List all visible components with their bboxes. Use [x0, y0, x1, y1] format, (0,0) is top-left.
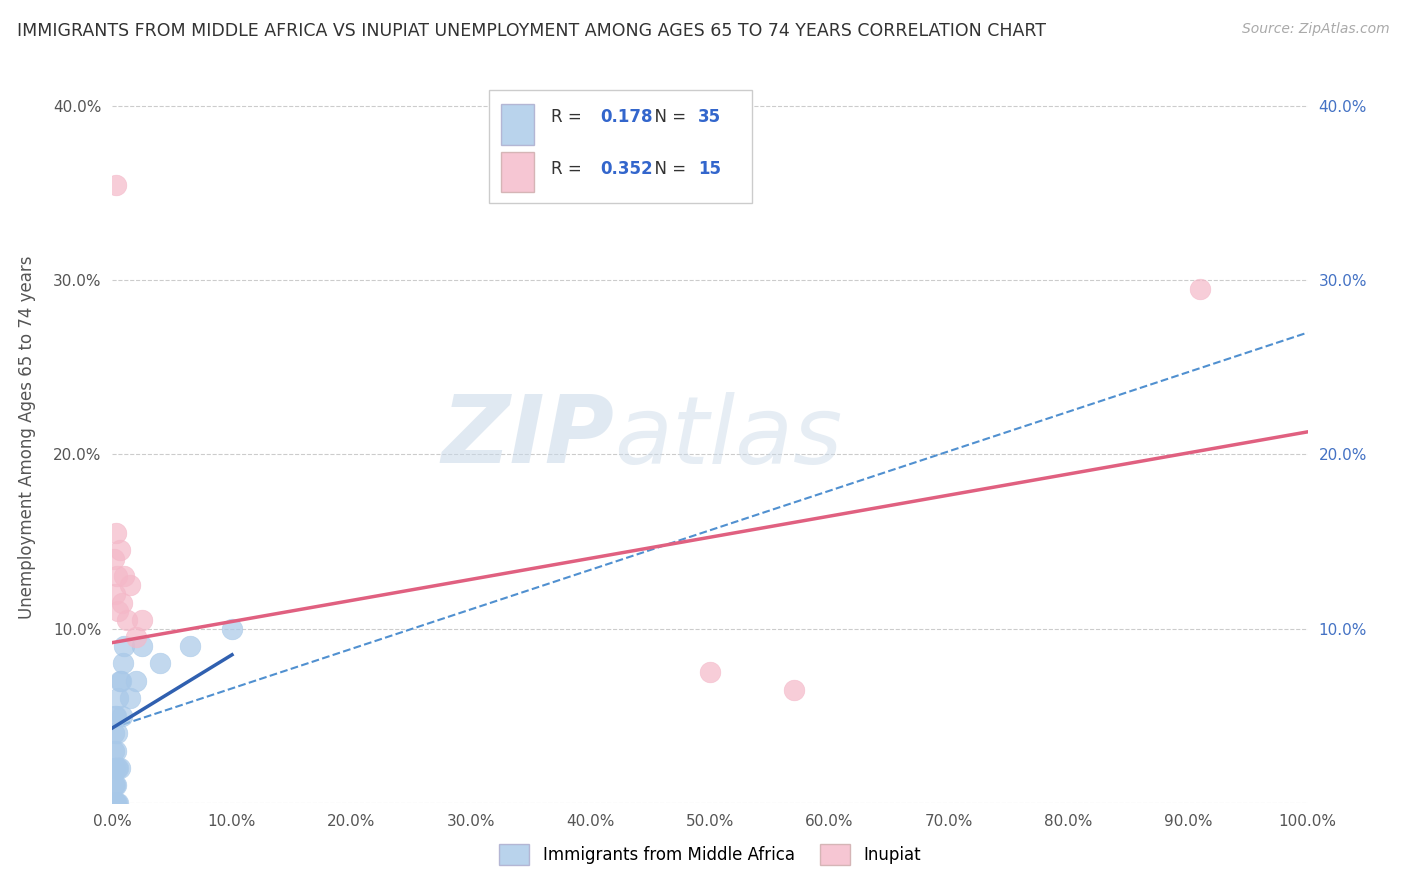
Point — [104, 708, 127, 723]
Point — [115, 613, 138, 627]
Point — [221, 622, 243, 636]
Point — [103, 726, 125, 740]
Point — [105, 726, 128, 740]
Point — [101, 796, 124, 810]
Point — [107, 691, 129, 706]
Text: R =: R = — [551, 160, 588, 178]
Point — [108, 761, 131, 775]
Point — [120, 578, 142, 592]
Point — [104, 778, 127, 792]
Text: N =: N = — [644, 160, 692, 178]
Point — [105, 178, 128, 192]
Text: atlas: atlas — [614, 392, 842, 483]
Point — [103, 743, 125, 757]
Text: 0.178: 0.178 — [600, 108, 652, 126]
Text: N =: N = — [644, 108, 692, 126]
Legend: Immigrants from Middle Africa, Inupiat: Immigrants from Middle Africa, Inupiat — [492, 838, 928, 871]
Point — [1189, 282, 1212, 296]
Point — [107, 761, 129, 775]
Point — [112, 657, 135, 671]
FancyBboxPatch shape — [501, 152, 534, 192]
Text: ZIP: ZIP — [441, 391, 614, 483]
Point — [103, 761, 125, 775]
Text: R =: R = — [551, 108, 588, 126]
Point — [105, 708, 128, 723]
Point — [105, 525, 128, 540]
Point — [120, 691, 142, 706]
Point — [103, 796, 125, 810]
Point — [131, 613, 153, 627]
Point — [114, 639, 135, 653]
Point — [125, 673, 148, 688]
Text: IMMIGRANTS FROM MIDDLE AFRICA VS INUPIAT UNEMPLOYMENT AMONG AGES 65 TO 74 YEARS : IMMIGRANTS FROM MIDDLE AFRICA VS INUPIAT… — [17, 22, 1046, 40]
Point — [782, 682, 804, 697]
Point — [108, 543, 131, 558]
Point — [103, 778, 125, 792]
Text: Source: ZipAtlas.com: Source: ZipAtlas.com — [1241, 22, 1389, 37]
Point — [125, 631, 148, 645]
Point — [104, 761, 127, 775]
Point — [107, 604, 129, 618]
Point — [111, 595, 134, 609]
Point — [105, 778, 128, 792]
FancyBboxPatch shape — [489, 90, 752, 203]
Text: 15: 15 — [699, 160, 721, 178]
Text: 0.352: 0.352 — [600, 160, 652, 178]
Point — [104, 796, 127, 810]
Point — [105, 761, 128, 775]
Point — [131, 639, 153, 653]
Point — [103, 796, 125, 810]
Point — [103, 552, 125, 566]
Point — [104, 796, 127, 810]
Point — [111, 708, 134, 723]
Point — [104, 587, 127, 601]
Text: 35: 35 — [699, 108, 721, 126]
Y-axis label: Unemployment Among Ages 65 to 74 years: Unemployment Among Ages 65 to 74 years — [18, 255, 37, 619]
Point — [110, 673, 132, 688]
Point — [114, 569, 135, 583]
Point — [105, 743, 128, 757]
Point — [105, 569, 128, 583]
Point — [105, 796, 128, 810]
FancyBboxPatch shape — [501, 104, 534, 145]
Point — [103, 796, 125, 810]
Point — [179, 639, 201, 653]
Point — [149, 657, 172, 671]
Point — [699, 665, 721, 680]
Point — [108, 673, 131, 688]
Point — [107, 796, 129, 810]
Point — [105, 796, 128, 810]
